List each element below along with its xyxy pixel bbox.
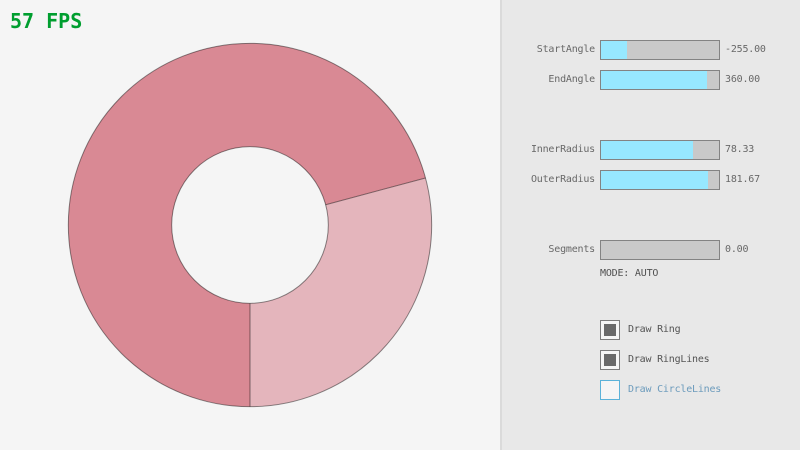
segments-slider[interactable]: [600, 240, 720, 260]
inner-radius-slider[interactable]: [600, 140, 720, 160]
ring-segment-line: [325, 177, 426, 206]
ring-sector: [68, 43, 426, 407]
ring-outline: [171, 146, 329, 304]
draw-circle-lines-checkbox[interactable]: [600, 380, 620, 400]
checkbox-check-mark: [604, 354, 616, 366]
inner-radius-value: 78.33: [725, 144, 755, 155]
checkbox-check-mark: [604, 384, 616, 396]
checkbox-check-mark: [604, 324, 616, 336]
segments-mode-text: MODE: AUTO: [600, 268, 659, 279]
ring-sector: [250, 177, 432, 407]
segments-value: 0.00: [725, 244, 749, 255]
draw-ring-checkbox[interactable]: [600, 320, 620, 340]
end-angle-value: 360.00: [725, 74, 760, 85]
fps-counter: 57 FPS: [10, 9, 83, 33]
ring-canvas: [67, 42, 433, 408]
slider-fill: [601, 141, 694, 159]
draw-ring-label: Draw Ring: [628, 324, 681, 335]
ring-outline: [67, 42, 433, 408]
inner-radius-label: InnerRadius: [530, 144, 595, 155]
draw-ring-lines-checkbox[interactable]: [600, 350, 620, 370]
slider-fill: [601, 71, 708, 89]
segments-label: Segments: [548, 244, 595, 255]
start-angle-slider[interactable]: [600, 40, 720, 60]
draw-ring-lines-label: Draw RingLines: [628, 354, 710, 365]
end-angle-label: EndAngle: [548, 74, 595, 85]
outer-radius-slider[interactable]: [600, 170, 720, 190]
slider-fill: [601, 41, 627, 59]
outer-radius-label: OuterRadius: [530, 174, 595, 185]
outer-radius-value: 181.67: [725, 174, 760, 185]
start-angle-label: StartAngle: [536, 44, 595, 55]
start-angle-value: -255.00: [725, 44, 766, 55]
slider-fill: [601, 171, 709, 189]
end-angle-slider[interactable]: [600, 70, 720, 90]
draw-circle-lines-label: Draw CircleLines: [628, 384, 722, 395]
